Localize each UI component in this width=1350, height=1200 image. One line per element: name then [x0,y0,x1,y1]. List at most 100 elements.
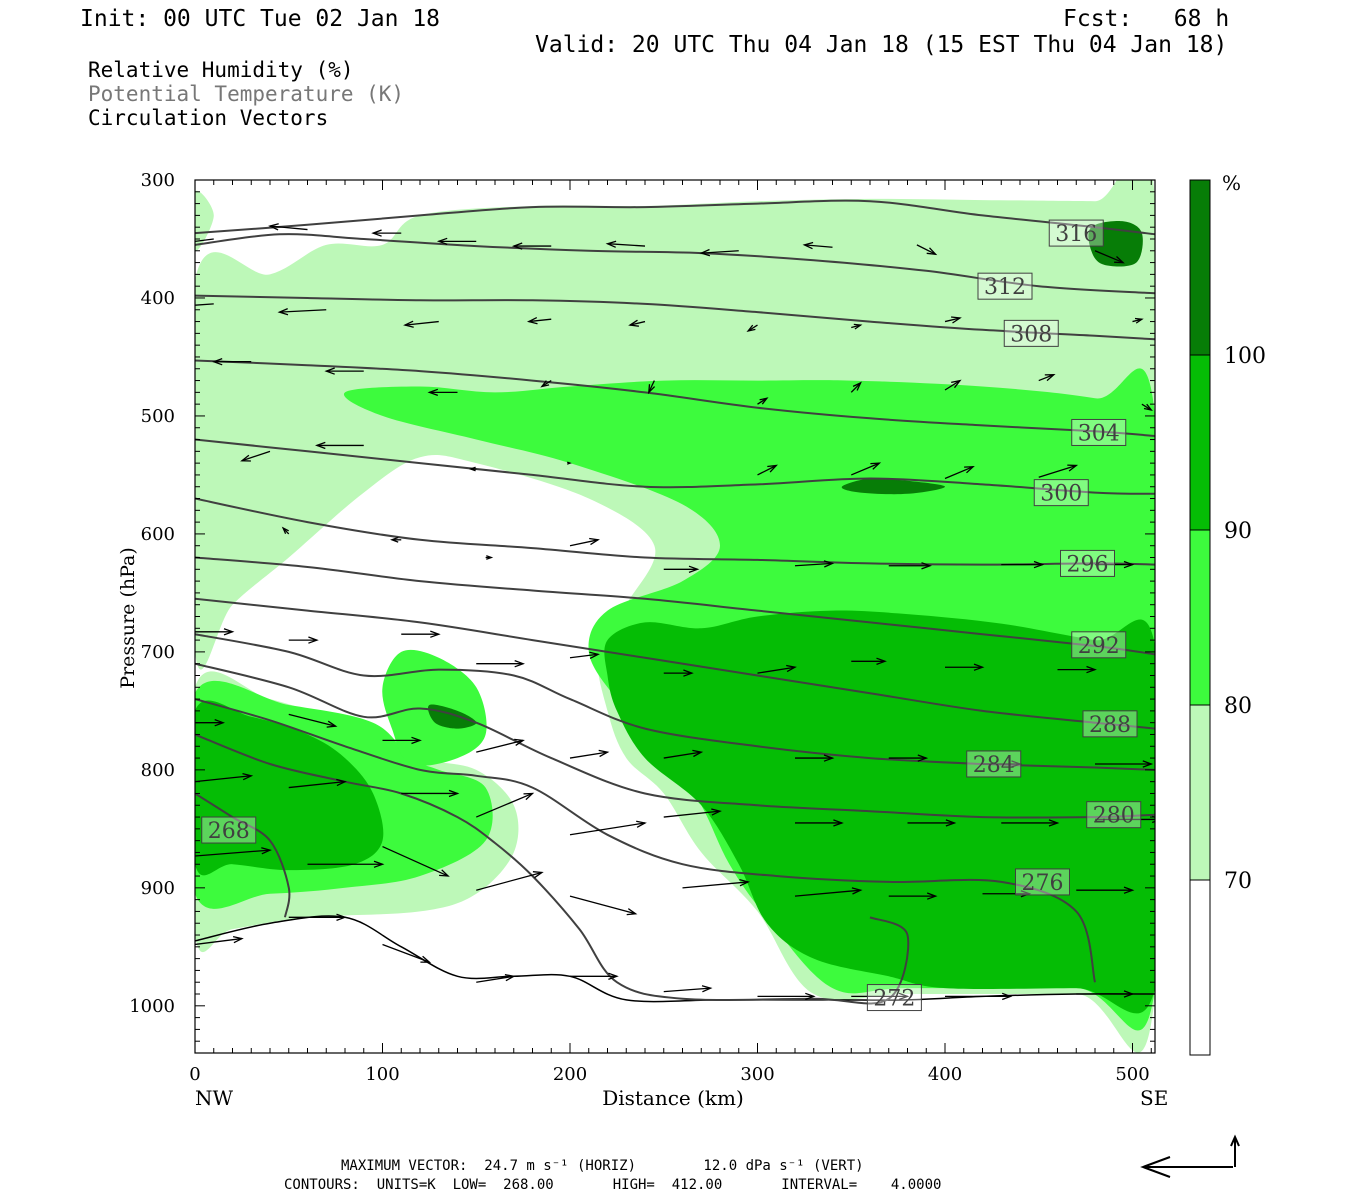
circulation-vector [982,890,1032,898]
x-tick-label: 100 [365,1064,399,1085]
colorbar-bin-100 [1189,179,1211,356]
circulation-vector [888,754,929,762]
contour-label-284: 284 [966,750,1022,778]
svg-text:272: 272 [873,987,915,1012]
circulation-vector [569,537,600,547]
circulation-vector [195,238,214,243]
y-tick-label: 1000 [129,996,175,1017]
x-tick-label: 300 [740,1064,774,1085]
circulation-vector [1132,317,1144,324]
svg-text:276: 276 [1022,871,1064,896]
circulation-vector [570,972,619,981]
svg-text:280: 280 [1093,804,1135,829]
x-tick-label: 200 [553,1064,587,1085]
circulation-vector [663,749,704,759]
y-tick-label: 700 [141,642,175,663]
circulation-vector [1038,374,1056,382]
svg-text:288: 288 [1089,713,1131,738]
init-time: Init: 00 UTC Tue 02 Jan 18 [80,6,441,32]
circulation-vector [907,819,957,827]
circulation-vector [795,754,835,762]
circulation-vector [802,241,833,250]
circulation-vector [794,887,863,897]
circulation-vector [944,379,962,391]
circulation-vector [850,462,882,476]
circulation-vector [1001,560,1045,569]
y-axis-label: Pressure (hPa) [117,547,139,689]
forecast-hour: Fcst: 68 h [1063,6,1230,32]
y-tick-label: 900 [141,878,175,899]
circulation-vector [195,935,244,946]
circulation-vector [1076,886,1135,894]
circulation-vector [569,749,610,759]
circulation-vector [682,878,750,889]
circulation-vector [1095,760,1154,768]
svg-text:292: 292 [1078,634,1120,659]
theta-contour-276 [195,698,1096,983]
circulation-vector [663,985,713,993]
circulation-vector [314,441,364,450]
circulation-vector [851,657,887,666]
circulation-vector [307,860,385,868]
x-tick-label: 0 [189,1064,200,1085]
circulation-vector [757,664,797,674]
circulation-vector [390,536,402,543]
circulation-vector [663,565,700,574]
y-tick-label: 300 [141,170,175,191]
contour-label-280: 280 [1086,801,1142,829]
circulation-vector [540,380,552,388]
circulation-vector [982,760,1022,768]
circulation-vector [475,792,535,818]
contour-label-296: 296 [1060,549,1115,577]
circulation-vector [566,461,572,465]
circulation-vector [476,738,525,753]
colorbar-label-100: 100 [1224,344,1266,369]
circulation-vector [663,669,694,677]
circulation-vector [371,229,402,237]
x-axis-label: Distance (km) [602,1086,744,1110]
circulation-vector [757,397,769,405]
circulation-vector [945,992,1013,1001]
contour-label-272: 272 [866,984,922,1012]
theta-contour-268 [195,792,291,918]
circulation-vector [1057,665,1097,674]
theta-contour-308 [195,294,1155,341]
valid-time: Valid: 20 UTC Thu 04 Jan 18 (15 EST Thu … [535,32,1228,58]
circulation-vector [795,819,844,827]
humidity-region-70-80-c-2 [195,190,214,251]
colorbar-unit: % [1222,171,1241,195]
contour-label-268: 268 [201,816,257,844]
circulation-vector [569,820,647,836]
theta-contour-292 [195,556,1155,656]
colorbar: % 70 80 90 100 [1189,171,1266,1056]
circulation-vector [401,789,460,798]
svg-text:308: 308 [1010,322,1052,347]
colorbar-bin-70-80 [1189,704,1211,881]
svg-text:304: 304 [1078,421,1120,446]
colorbar-label-70: 70 [1224,869,1252,894]
circulation-vector [511,242,552,250]
circulation-vector [476,659,525,668]
svg-text:316: 316 [1055,222,1097,247]
contour-label-288: 288 [1082,710,1138,738]
colorbar-label-90: 90 [1224,519,1252,544]
svg-text:300: 300 [1040,482,1082,507]
circulation-vector [403,320,439,328]
circulation-vector [851,323,863,330]
circulation-vector [195,628,235,636]
circulation-vector [195,847,272,857]
colorbar-bin-90-100 [1189,354,1211,531]
contour-label-layer: 316 312 308 304 300 296 292 288 284 280 276 272 268 [201,219,1142,1012]
humidity-region-100-b-9 [1088,221,1143,267]
svg-text:296: 296 [1067,552,1109,577]
circulation-vector [277,308,327,316]
circulation-vector [1094,250,1125,264]
circulation-vector [195,303,214,306]
circulation-vector [476,973,516,983]
circulation-vector [382,845,450,877]
circulation-vector [268,223,308,231]
circulation-vector [288,636,319,644]
title-circulation-vectors: Circulation Vectors [88,106,329,130]
vector-layer [195,223,1155,1001]
theta-contour-316 [195,199,1155,236]
